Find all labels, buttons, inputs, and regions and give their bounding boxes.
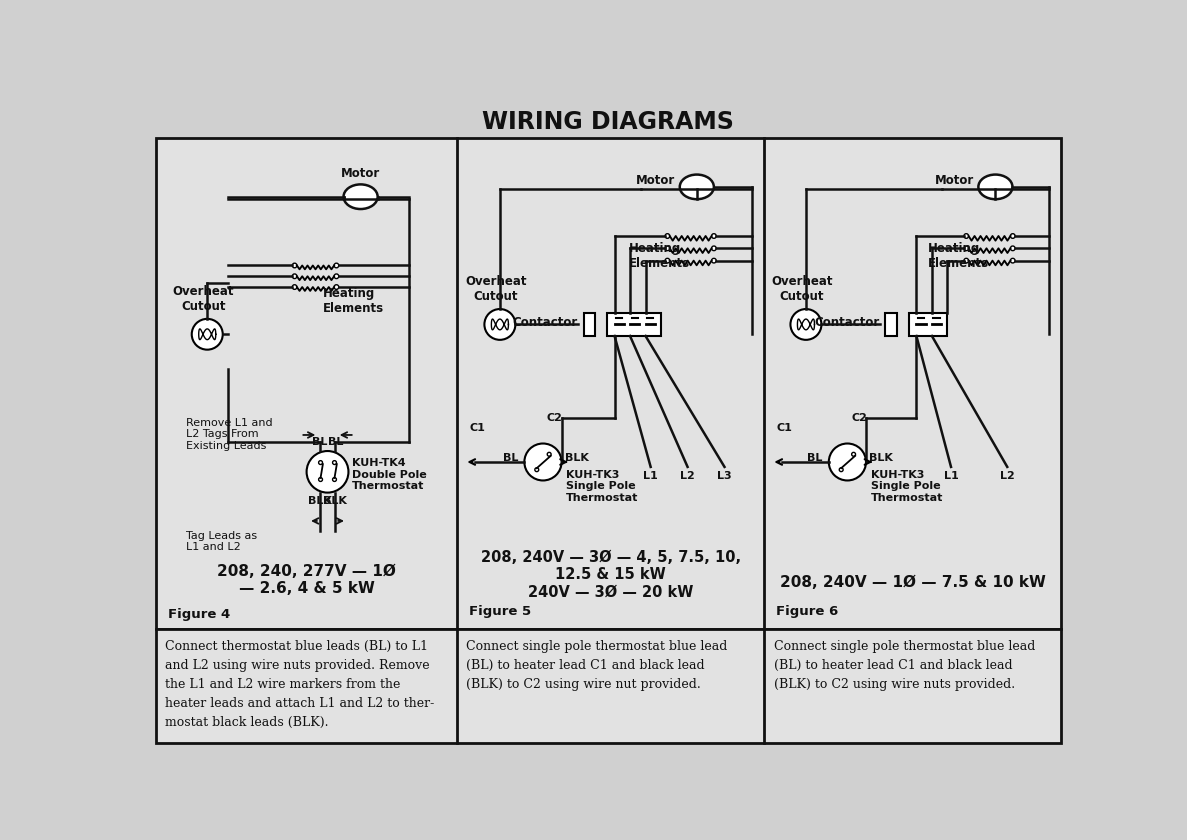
Text: BLK: BLK (565, 453, 589, 463)
Text: KUH-TK4
Double Pole
Thermostat: KUH-TK4 Double Pole Thermostat (353, 458, 427, 491)
Text: BLK: BLK (307, 496, 331, 507)
Circle shape (851, 453, 856, 456)
Circle shape (665, 246, 669, 250)
Text: BLK: BLK (323, 496, 348, 507)
Text: Connect single pole thermostat blue lead
(BL) to heater lead C1 and black lead
(: Connect single pole thermostat blue lead… (466, 640, 728, 690)
Circle shape (547, 453, 551, 456)
Circle shape (791, 309, 821, 340)
Text: Overheat
Cutout: Overheat Cutout (172, 285, 234, 312)
Circle shape (306, 451, 349, 492)
Text: 208, 240V — 1Ø — 7.5 & 10 kW: 208, 240V — 1Ø — 7.5 & 10 kW (780, 575, 1046, 590)
Text: Connect thermostat blue leads (BL) to L1
and L2 using wire nuts provided. Remove: Connect thermostat blue leads (BL) to L1… (165, 640, 434, 729)
Text: Contactor: Contactor (513, 317, 578, 329)
Circle shape (484, 309, 515, 340)
Text: Figure 4: Figure 4 (169, 608, 230, 621)
Text: BL: BL (312, 437, 328, 447)
Text: KUH-TK3
Single Pole
Thermostat: KUH-TK3 Single Pole Thermostat (870, 470, 942, 503)
Circle shape (292, 285, 297, 289)
Bar (157, 138, 1060, 629)
Text: Heating
Elements: Heating Elements (323, 287, 385, 315)
Text: BL: BL (328, 437, 343, 447)
Text: 208, 240, 277V — 1Ø
— 2.6, 4 & 5 kW: 208, 240, 277V — 1Ø — 2.6, 4 & 5 kW (217, 564, 396, 596)
Text: BLK: BLK (869, 453, 893, 463)
Text: C2: C2 (851, 412, 868, 423)
Bar (909, 312, 947, 336)
Text: Tag Leads as
L1 and L2: Tag Leads as L1 and L2 (186, 531, 258, 553)
Circle shape (535, 468, 539, 471)
Circle shape (318, 478, 323, 481)
Text: WIRING DIAGRAMS: WIRING DIAGRAMS (482, 110, 734, 134)
Text: Figure 6: Figure 6 (776, 606, 838, 618)
Circle shape (292, 263, 297, 268)
Circle shape (665, 234, 669, 239)
Circle shape (964, 246, 969, 250)
Circle shape (829, 444, 867, 480)
Text: L2: L2 (999, 470, 1015, 480)
Text: Heating
Elements: Heating Elements (629, 242, 690, 270)
Text: KUH-TK3
Single Pole
Thermostat: KUH-TK3 Single Pole Thermostat (566, 470, 639, 503)
Circle shape (525, 444, 561, 480)
Circle shape (292, 274, 297, 279)
Text: C1: C1 (469, 423, 485, 433)
Text: Remove L1 and
L2 Tags From
Existing Leads: Remove L1 and L2 Tags From Existing Lead… (186, 417, 273, 451)
Circle shape (839, 468, 843, 471)
Circle shape (332, 460, 336, 465)
Text: Figure 5: Figure 5 (469, 606, 532, 618)
Bar (584, 312, 595, 336)
Text: L1: L1 (643, 470, 658, 480)
Circle shape (1010, 246, 1015, 250)
Circle shape (334, 274, 338, 279)
Text: L1: L1 (944, 470, 958, 480)
Circle shape (332, 478, 336, 481)
Text: C2: C2 (547, 412, 563, 423)
Circle shape (964, 234, 969, 239)
Circle shape (665, 259, 669, 263)
Bar (886, 312, 897, 336)
Ellipse shape (978, 175, 1013, 199)
Circle shape (1010, 259, 1015, 263)
Text: Contactor: Contactor (814, 317, 880, 329)
Ellipse shape (343, 185, 377, 209)
Circle shape (711, 246, 716, 250)
Circle shape (318, 460, 323, 465)
Circle shape (334, 285, 338, 289)
Text: Motor: Motor (934, 174, 973, 187)
Text: L2: L2 (680, 470, 694, 480)
Bar (157, 629, 1060, 743)
Circle shape (1010, 234, 1015, 239)
Circle shape (334, 263, 338, 268)
Text: Overheat
Cutout: Overheat Cutout (465, 275, 527, 303)
Text: 208, 240V — 3Ø — 4, 5, 7.5, 10,
12.5 & 15 kW
240V — 3Ø — 20 kW: 208, 240V — 3Ø — 4, 5, 7.5, 10, 12.5 & 1… (481, 550, 741, 600)
Text: Motor: Motor (636, 174, 675, 187)
Bar (607, 312, 661, 336)
Text: BL: BL (807, 453, 823, 463)
Text: BL: BL (503, 453, 519, 463)
Text: L3: L3 (717, 470, 732, 480)
Circle shape (711, 259, 716, 263)
Text: Motor: Motor (341, 167, 380, 180)
Text: C1: C1 (776, 423, 792, 433)
Text: Connect single pole thermostat blue lead
(BL) to heater lead C1 and black lead
(: Connect single pole thermostat blue lead… (774, 640, 1035, 690)
Circle shape (192, 319, 223, 349)
Text: Heating
Elements: Heating Elements (927, 242, 989, 270)
Text: Overheat
Cutout: Overheat Cutout (772, 275, 833, 303)
Ellipse shape (680, 175, 713, 199)
Circle shape (964, 259, 969, 263)
Circle shape (711, 234, 716, 239)
